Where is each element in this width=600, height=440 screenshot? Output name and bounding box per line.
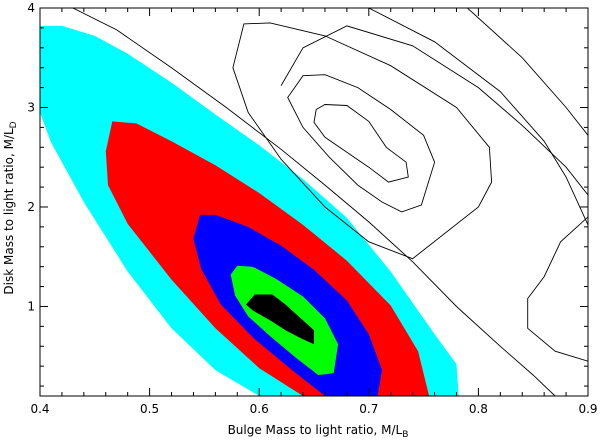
x-tick-label: 0.6 <box>250 402 269 416</box>
contour-line-8 <box>527 216 588 362</box>
y-tick-label: 2 <box>27 200 35 214</box>
contour-line-1 <box>313 104 409 183</box>
y-tick-label: 1 <box>27 299 35 313</box>
x-axis-title-text: Bulge Mass to light ratio, M/L <box>228 423 403 437</box>
axis-ticks: 0.4 0.5 0.6 0.7 0.8 0.9 1 2 3 4 <box>27 1 597 416</box>
x-axis-title: Bulge Mass to light ratio, M/LB <box>228 423 409 440</box>
plot-area <box>40 8 588 396</box>
contour-line-6 <box>467 8 588 136</box>
x-tick-label: 0.4 <box>30 402 49 416</box>
contour-line-5 <box>368 8 588 226</box>
x-tick-label: 0.8 <box>469 402 488 416</box>
x-tick-label: 0.7 <box>359 402 378 416</box>
x-tick-label: 0.9 <box>578 402 597 416</box>
y-tick-label: 4 <box>27 1 35 15</box>
y-axis-title-subscript: D <box>9 121 19 128</box>
y-axis-title: Disk Mass to light ratio, M/LD <box>2 121 19 294</box>
contour-line-7 <box>280 25 588 196</box>
contour-line-4 <box>72 8 556 396</box>
x-axis-title-subscript: B <box>402 430 408 440</box>
contour-line-2 <box>287 74 436 213</box>
y-tick-label: 3 <box>27 100 35 114</box>
plot-frame <box>39 7 589 397</box>
y-axis-title-text: Disk Mass to light ratio, M/L <box>2 128 16 295</box>
contour-line-3 <box>232 22 493 260</box>
x-tick-label: 0.5 <box>140 402 159 416</box>
contour-fill-black <box>246 294 314 345</box>
